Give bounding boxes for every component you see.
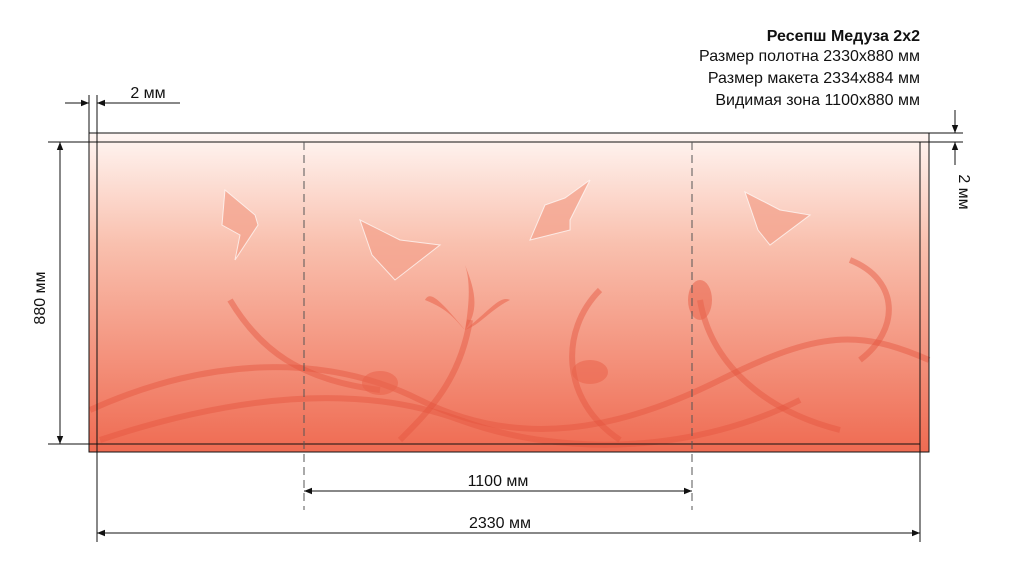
info-line: Размер полотна 2330x880 мм [699, 48, 920, 65]
dim-top: 2 мм [65, 85, 180, 142]
banner [89, 133, 929, 452]
outer-frame [88, 132, 930, 453]
dim-label: 880 мм [32, 271, 49, 324]
butterflies [221, 179, 812, 281]
ornament [88, 257, 931, 448]
dim-total: 2330 мм [96, 444, 921, 542]
info-line: Видимая зона 1100x880 мм [715, 92, 920, 109]
title: Ресепш Медуза 2х2 [767, 28, 920, 45]
info-line: Размер макета 2334x884 мм [708, 70, 920, 87]
dim-label: 2 мм [130, 85, 165, 102]
dim-label: 1100 мм [468, 473, 529, 490]
inner-frame [96, 141, 921, 445]
dim-right: 2 мм [920, 110, 972, 210]
dim-label: 2 мм [955, 174, 972, 209]
dim-left: 880 мм [32, 141, 97, 445]
dim-label: 2330 мм [469, 515, 531, 532]
dim-visible: 1100 мм [304, 473, 692, 495]
flowers [362, 265, 712, 395]
